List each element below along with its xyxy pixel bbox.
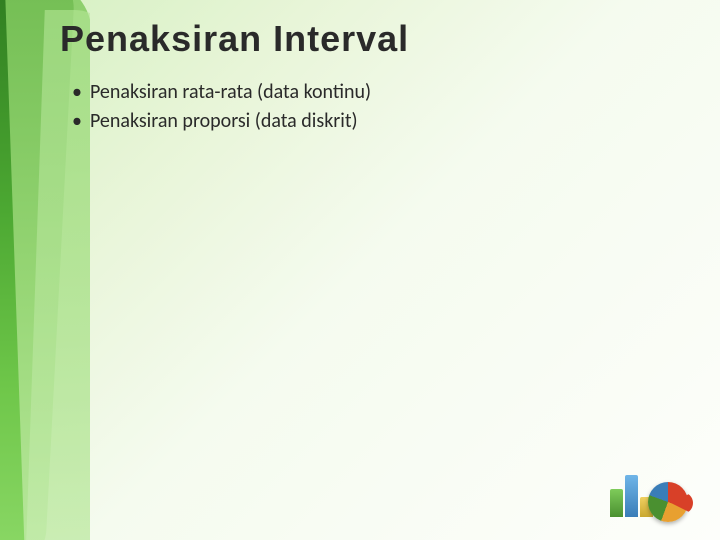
list-item: • Penaksiran proporsi (data diskrit) xyxy=(72,107,690,136)
chart-icon xyxy=(610,462,690,522)
bullet-text: Penaksiran rata-rata (data kontinu) xyxy=(90,78,371,107)
list-item: • Penaksiran rata-rata (data kontinu) xyxy=(72,78,690,107)
bar-icon xyxy=(610,489,623,517)
slide-title: Penaksiran Interval xyxy=(60,18,690,60)
bar-icon xyxy=(625,475,638,517)
content-area: Penaksiran Interval • Penaksiran rata-ra… xyxy=(60,18,690,136)
bullet-list: • Penaksiran rata-rata (data kontinu) • … xyxy=(72,78,690,136)
bullet-text: Penaksiran proporsi (data diskrit) xyxy=(90,107,358,136)
bullet-icon: • xyxy=(72,107,82,136)
slide-container: Penaksiran Interval • Penaksiran rata-ra… xyxy=(0,0,720,540)
bullet-icon: • xyxy=(72,78,82,107)
